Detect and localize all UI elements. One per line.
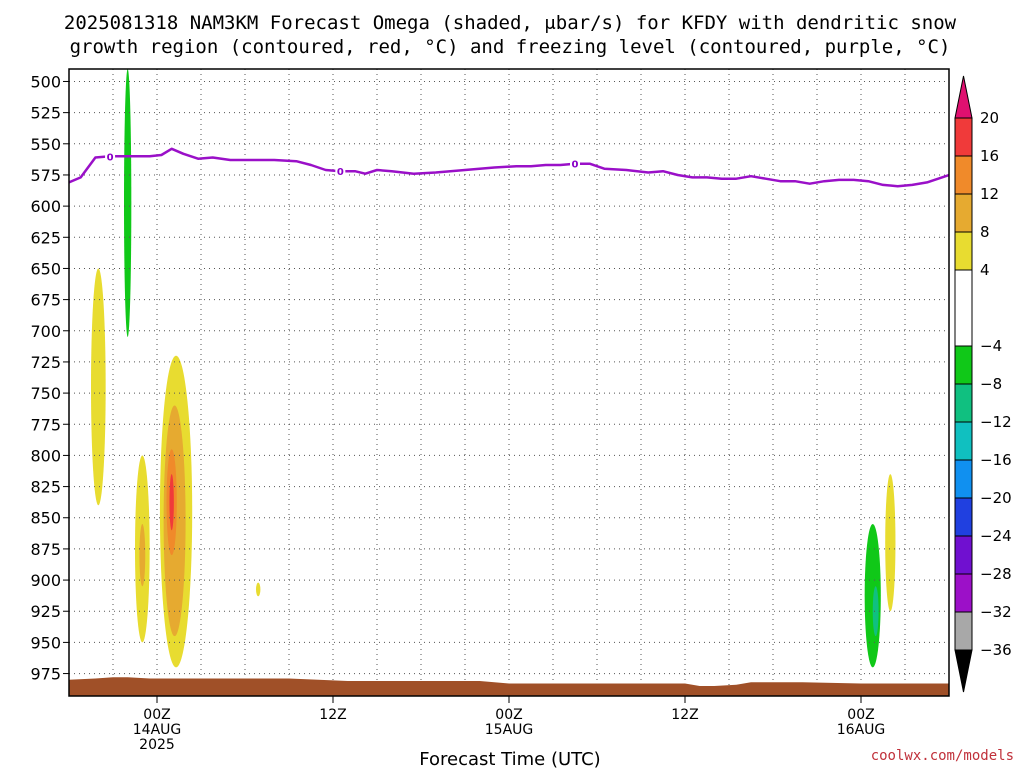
x-tick-label-4-1: 16AUG bbox=[837, 722, 886, 738]
y-tick-label-500: 500 bbox=[30, 72, 61, 91]
freezing-level-label-2: 0 bbox=[572, 160, 579, 171]
x-tick-label-0-0: 00Z bbox=[143, 707, 170, 723]
terrain-fill bbox=[69, 677, 949, 696]
freezing-label-bg-1 bbox=[335, 164, 346, 178]
colorbar-tick-16: 16 bbox=[980, 147, 999, 165]
colorbar: 20 16 12 8 4 −4 −8 −12 −16 −20 −24 −28 −32 −36 bbox=[954, 75, 1012, 693]
colorbar-top-arrow bbox=[954, 75, 973, 119]
omega-shading bbox=[91, 69, 896, 668]
colorbar-tick-4: 4 bbox=[980, 261, 990, 279]
colorbar-bin-6 bbox=[954, 383, 973, 423]
x-tick-label-3-0: 12Z bbox=[671, 707, 698, 723]
freezing-level-line bbox=[69, 147, 949, 188]
omega-negative-region-9 bbox=[864, 523, 881, 668]
x-tick-label-1-0: 12Z bbox=[319, 707, 346, 723]
terrain bbox=[69, 677, 949, 696]
colorbar-bin-7 bbox=[954, 421, 973, 461]
y-tick-label-825: 825 bbox=[30, 478, 61, 497]
y-tick-label-875: 875 bbox=[30, 540, 61, 559]
grid-lines bbox=[69, 69, 950, 696]
colorbar-bin-8 bbox=[954, 459, 973, 499]
y-tick-label-725: 725 bbox=[30, 353, 61, 372]
freezing-level-label-1: 0 bbox=[337, 167, 344, 178]
plot-frame bbox=[68, 68, 950, 697]
x-axis-label: Forecast Time (UTC) bbox=[419, 749, 600, 768]
y-tick-label-650: 650 bbox=[30, 259, 61, 278]
colorbar-tick--4: −4 bbox=[980, 337, 1002, 355]
colorbar-tick--16: −16 bbox=[980, 451, 1012, 469]
colorbar-bin-3 bbox=[954, 231, 973, 271]
freezing-label-bg-0 bbox=[105, 149, 116, 163]
colorbar-bin-0 bbox=[954, 117, 973, 157]
x-tick-label-0-1: 14AUG bbox=[133, 722, 182, 738]
colorbar-tick--8: −8 bbox=[980, 375, 1002, 393]
omega-positive-region-11 bbox=[885, 474, 896, 612]
x-tick-label-0-2: 2025 bbox=[139, 737, 175, 753]
x-tick-label-2-0: 00Z bbox=[495, 707, 522, 723]
colorbar-tick--28: −28 bbox=[980, 565, 1012, 583]
y-tick-label-550: 550 bbox=[30, 135, 61, 154]
y-tick-label-925: 925 bbox=[30, 602, 61, 621]
freezing-label-bg-2 bbox=[570, 156, 580, 170]
y-tick-label-950: 950 bbox=[30, 633, 61, 652]
colorbar-bin-9 bbox=[954, 497, 973, 537]
y-tick-label-975: 975 bbox=[30, 665, 61, 684]
omega-negative-region-10 bbox=[872, 586, 879, 637]
colorbar-bin-5 bbox=[954, 345, 973, 385]
credit-text: coolwx.com/models bbox=[871, 748, 1014, 764]
omega-positive-region-8 bbox=[256, 582, 261, 597]
omega-positive-region-1 bbox=[91, 268, 106, 506]
y-tick-label-800: 800 bbox=[30, 446, 61, 465]
colorbar-tick--20: −20 bbox=[980, 489, 1012, 507]
colorbar-bin-12 bbox=[954, 611, 973, 651]
colorbar-bin-10 bbox=[954, 535, 973, 575]
colorbar-tick-8: 8 bbox=[980, 223, 990, 241]
colorbar-tick--24: −24 bbox=[980, 527, 1012, 545]
chart-title-line-2: growth region (contoured, red, °C) and f… bbox=[70, 36, 951, 58]
colorbar-tick--36: −36 bbox=[980, 641, 1012, 659]
colorbar-tick-20: 20 bbox=[980, 109, 999, 127]
colorbar-bin-4 bbox=[954, 269, 973, 347]
y-tick-label-700: 700 bbox=[30, 322, 61, 341]
colorbar-bottom-arrow bbox=[954, 649, 973, 693]
colorbar-tick--32: −32 bbox=[980, 603, 1012, 621]
colorbar-tick--12: −12 bbox=[980, 413, 1012, 431]
colorbar-bin-2 bbox=[954, 193, 973, 233]
y-tick-label-850: 850 bbox=[30, 509, 61, 528]
omega-positive-region-3 bbox=[139, 523, 146, 587]
colorbar-bin-11 bbox=[954, 573, 973, 613]
colorbar-tick-12: 12 bbox=[980, 185, 999, 203]
y-tick-label-900: 900 bbox=[30, 571, 61, 590]
x-tick-label-4-0: 00Z bbox=[847, 707, 874, 723]
y-tick-label-600: 600 bbox=[30, 197, 61, 216]
colorbar-bin-1 bbox=[954, 155, 973, 195]
y-tick-label-775: 775 bbox=[30, 415, 61, 434]
y-tick-label-575: 575 bbox=[30, 166, 61, 185]
y-axis-ticks: 500 525 550 575 600 625 650 675 700 725 750 775 800 8… bbox=[30, 72, 69, 684]
freezing-level-contour: 0 0 0 bbox=[69, 147, 949, 188]
omega-negative-region-0 bbox=[124, 69, 132, 338]
freezing-level-label-0: 0 bbox=[107, 152, 114, 163]
y-tick-label-525: 525 bbox=[30, 104, 61, 123]
y-tick-label-625: 625 bbox=[30, 228, 61, 247]
chart-title-line-1: 2025081318 NAM3KM Forecast Omega (shaded… bbox=[64, 12, 957, 34]
x-tick-label-2-1: 15AUG bbox=[485, 722, 534, 738]
y-tick-label-675: 675 bbox=[30, 291, 61, 310]
omega-positive-region-7 bbox=[169, 474, 174, 531]
y-tick-label-750: 750 bbox=[30, 384, 61, 403]
